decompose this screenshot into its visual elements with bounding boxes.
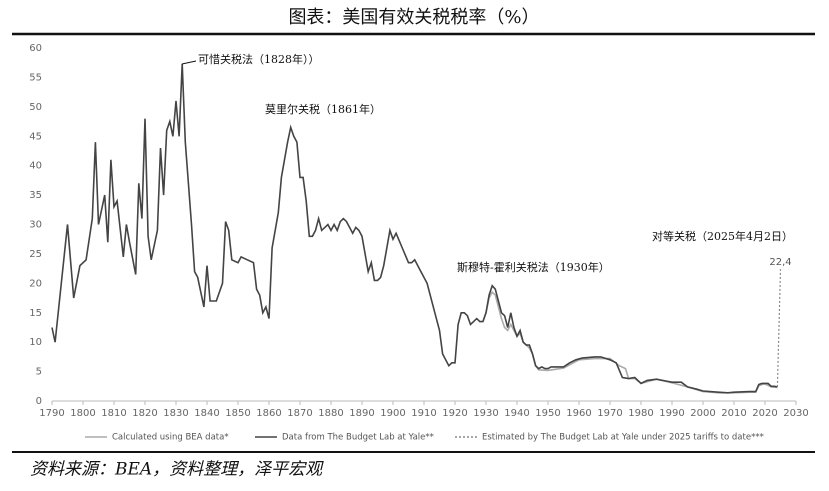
x-tick-label: 1990: [659, 408, 684, 419]
y-tick-label: 35: [29, 190, 42, 201]
x-tick-label: 1970: [597, 408, 622, 419]
y-tick-label: 40: [29, 161, 42, 172]
y-tick-label: 10: [29, 337, 42, 348]
annotation: 对等关税（2025年4月2日）: [652, 229, 793, 243]
y-tick-label: 5: [36, 367, 42, 378]
data-label: 22,4: [769, 257, 791, 268]
x-tick-label: 1920: [442, 408, 467, 419]
source: 资料来源：BEA，资料整理，泽平宏观: [30, 460, 324, 480]
y-tick-label: 55: [29, 72, 42, 83]
x-tick-label: 1790: [39, 408, 64, 419]
y-tick-label: 15: [29, 308, 42, 319]
x-tick-label: 1850: [225, 408, 250, 419]
y-tick-label: 25: [29, 249, 42, 260]
y-tick-label: 20: [29, 278, 42, 289]
series-line: [776, 269, 782, 387]
x-tick-label: 1800: [70, 408, 95, 419]
x-tick-label: 1980: [628, 408, 653, 419]
x-tick-label: 1840: [194, 408, 219, 419]
legend-label: Calculated using BEA data*: [112, 433, 229, 443]
x-tick-label: 1950: [535, 408, 560, 419]
x-tick-label: 1820: [132, 408, 157, 419]
x-tick-label: 2010: [721, 408, 746, 419]
annotation: 可惜关税法（1828年））: [198, 52, 320, 66]
annotation-leader: [181, 60, 197, 65]
series-line: [51, 63, 778, 394]
x-tick-label: 2020: [752, 408, 777, 419]
x-tick-label: 1940: [504, 408, 529, 419]
x-tick-label: 1880: [318, 408, 343, 419]
legend-label: Data from The Budget Lab at Yale**: [282, 433, 434, 443]
y-tick-label: 0: [36, 396, 42, 407]
x-tick-label: 1960: [566, 408, 591, 419]
x-tick-label: 1910: [411, 408, 436, 419]
annotation: 斯穆特-霍利关税法（1930年）: [457, 260, 610, 274]
x-tick-label: 1900: [380, 408, 405, 419]
y-tick-label: 60: [29, 43, 42, 54]
y-tick-label: 45: [29, 131, 42, 142]
x-tick-label: 1830: [163, 408, 188, 419]
x-tick-label: 1890: [349, 408, 374, 419]
chart-title: 图表：美国有效关税税率（%）: [288, 7, 539, 28]
annotation: 莫里尔关税（1861年）: [265, 102, 381, 116]
x-tick-label: 1860: [256, 408, 281, 419]
legend-label: Estimated by The Budget Lab at Yale unde…: [482, 433, 764, 443]
y-tick-label: 30: [29, 220, 42, 231]
x-tick-label: 1810: [101, 408, 126, 419]
x-tick-label: 1870: [287, 408, 312, 419]
x-tick-label: 2000: [690, 408, 715, 419]
y-tick-label: 50: [29, 102, 42, 113]
x-tick-label: 1930: [473, 408, 498, 419]
x-tick-label: 2030: [783, 408, 808, 419]
